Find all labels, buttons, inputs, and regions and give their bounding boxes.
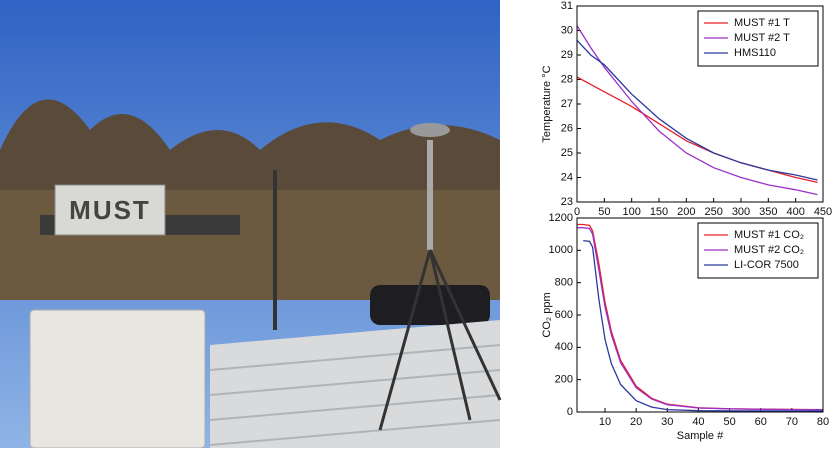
must-label: MUST [69, 195, 151, 225]
legend-label: HMS110 [734, 47, 776, 59]
x-tick-label: 150 [650, 206, 668, 218]
x-tick-label: 400 [786, 206, 804, 218]
series-line [576, 76, 818, 184]
x-tick-label: 60 [755, 416, 767, 428]
sensor-cap [410, 123, 450, 137]
must-box [54, 184, 166, 236]
plot-frame [576, 217, 824, 413]
y-tick-label: 23 [561, 196, 573, 208]
y-tick-label: 400 [555, 341, 573, 353]
x-tick-label: 100 [622, 206, 640, 218]
y-tick-label: 28 [561, 73, 573, 85]
x-tick-label: 300 [732, 206, 750, 218]
legend-label: MUST #1 CO₂ [734, 229, 804, 241]
y-tick-label: 1000 [549, 244, 573, 256]
x-tick-label: 30 [661, 416, 673, 428]
y-tick-label: 30 [561, 24, 573, 36]
x-axis-label: Sample # [677, 430, 724, 442]
x-tick-label: 40 [692, 416, 704, 428]
legend-label: MUST #2 T [734, 32, 790, 44]
x-tick-label: 80 [817, 416, 829, 428]
photo: MUST [0, 0, 502, 449]
car [370, 285, 490, 325]
y-tick-label: 25 [561, 147, 573, 159]
roof-ribs [209, 344, 501, 446]
x-tick-label: 0 [574, 206, 580, 218]
plot-frame [576, 5, 824, 203]
y-tick-label: 600 [555, 309, 573, 321]
x-tick-label: 200 [677, 206, 695, 218]
tripod [378, 249, 502, 431]
x-tick-label: 10 [599, 416, 611, 428]
y-tick-label: 26 [561, 122, 573, 134]
series-line [577, 227, 824, 411]
y-axis-label: Temperature °C [541, 65, 553, 142]
y-tick-label: 29 [561, 49, 573, 61]
y-tick-label: 31 [561, 0, 573, 12]
series-line [576, 39, 818, 181]
y-tick-label: 24 [561, 171, 573, 183]
x-tick-label: 50 [723, 416, 735, 428]
y-axis-label: CO₂ ppm [541, 292, 553, 337]
series-line [576, 25, 818, 196]
x-tick-label: 50 [598, 206, 610, 218]
x-tick-label: 250 [704, 206, 722, 218]
legend-label: MUST #1 T [734, 17, 790, 29]
x-tick-label: 70 [786, 416, 798, 428]
enclosure [29, 309, 206, 449]
legend-label: LI-COR 7500 [734, 259, 799, 271]
series-line [583, 239, 823, 412]
y-tick-label: 27 [561, 98, 573, 110]
legend-label: MUST #2 CO₂ [734, 244, 804, 256]
y-tick-label: 0 [567, 406, 573, 418]
x-tick-label: 350 [759, 206, 777, 218]
y-tick-label: 1200 [549, 212, 573, 224]
x-tick-label: 450 [814, 206, 832, 218]
y-tick-label: 800 [555, 277, 573, 289]
y-tick-label: 200 [555, 374, 573, 386]
x-tick-label: 20 [630, 416, 642, 428]
